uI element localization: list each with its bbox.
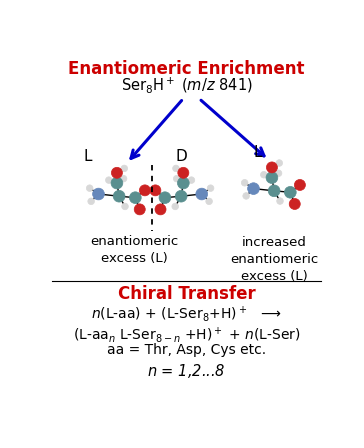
Circle shape <box>207 185 214 191</box>
Text: Ser$_8$H$^+$ ($m$/$z$ 841): Ser$_8$H$^+$ ($m$/$z$ 841) <box>121 75 252 95</box>
Circle shape <box>88 198 95 205</box>
Circle shape <box>139 185 150 196</box>
Text: $n$(L-aa) + (L-Ser$_8$+H)$^+$  $\longrightarrow$: $n$(L-aa) + (L-Ser$_8$+H)$^+$ $\longrigh… <box>91 305 282 324</box>
Circle shape <box>268 185 280 197</box>
Text: enantiomeric
excess (L): enantiomeric excess (L) <box>91 235 179 265</box>
Circle shape <box>248 183 260 194</box>
Text: (L-aa$_n$ L-Ser$_{8-n}$ +H)$^+$ + $n$(L-Ser): (L-aa$_n$ L-Ser$_{8-n}$ +H)$^+$ + $n$(L-… <box>73 325 300 345</box>
Circle shape <box>113 190 125 202</box>
Circle shape <box>266 162 277 173</box>
Circle shape <box>241 180 248 186</box>
Circle shape <box>121 165 128 172</box>
Circle shape <box>284 186 296 198</box>
Circle shape <box>172 203 179 210</box>
Circle shape <box>159 192 171 203</box>
Circle shape <box>277 198 283 204</box>
Circle shape <box>261 172 267 178</box>
Circle shape <box>188 177 195 183</box>
Circle shape <box>106 177 112 183</box>
Text: Chiral Transfer: Chiral Transfer <box>118 285 256 303</box>
Circle shape <box>120 175 127 182</box>
Circle shape <box>86 185 93 191</box>
Text: Enantiomeric Enrichment: Enantiomeric Enrichment <box>68 60 305 78</box>
Circle shape <box>134 204 145 215</box>
Circle shape <box>175 190 187 202</box>
Circle shape <box>173 175 180 182</box>
Circle shape <box>150 185 161 196</box>
Circle shape <box>294 180 305 190</box>
Text: L: L <box>254 145 262 160</box>
Text: increased
enantiomeric
excess (L): increased enantiomeric excess (L) <box>230 236 318 283</box>
Circle shape <box>206 198 213 205</box>
Circle shape <box>173 165 179 172</box>
Circle shape <box>275 170 282 177</box>
Circle shape <box>243 193 249 199</box>
Circle shape <box>177 177 189 189</box>
Circle shape <box>92 188 104 200</box>
Circle shape <box>155 204 166 215</box>
Circle shape <box>196 188 207 200</box>
Text: L: L <box>84 149 92 164</box>
Circle shape <box>289 198 300 210</box>
Circle shape <box>266 172 278 184</box>
Text: $n$ = 1,2...8: $n$ = 1,2...8 <box>147 362 226 380</box>
Circle shape <box>178 167 189 178</box>
Circle shape <box>111 177 123 189</box>
Text: D: D <box>175 149 187 164</box>
Circle shape <box>130 192 141 203</box>
Circle shape <box>111 167 122 178</box>
Text: aa = Thr, Asp, Cys etc.: aa = Thr, Asp, Cys etc. <box>107 343 266 357</box>
Circle shape <box>276 160 282 166</box>
Circle shape <box>122 203 128 210</box>
